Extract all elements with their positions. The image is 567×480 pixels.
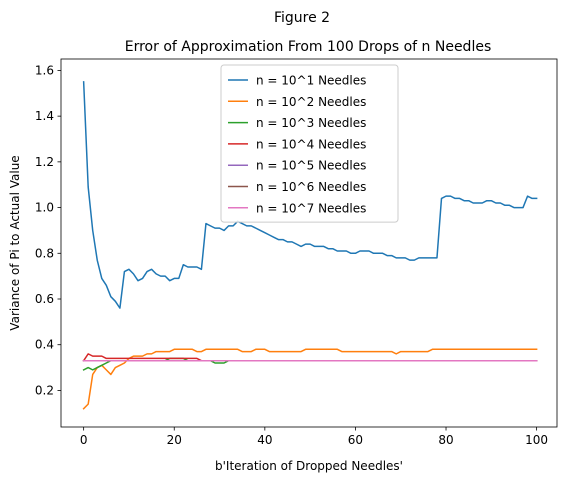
y-tick-label: 0.6: [35, 292, 54, 306]
plot-area: [82, 81, 538, 410]
axes-frame: [60, 58, 558, 428]
legend: n = 10^1 Needles n = 10^2 Needles n = 10^3…: [220, 64, 399, 223]
y-tick-label: 0.2: [35, 383, 54, 397]
legend-entry-3: n = 10^3 Needles: [256, 116, 366, 130]
legend-entry-1: n = 10^1 Needles: [256, 74, 366, 88]
x-tick-label: 20: [167, 433, 182, 447]
series-line-1: [82, 81, 538, 309]
axis-ticks: 0 20 40 60 80 100 0.2 0.4 0.6 0.8 1.0 1.2 1.4 1.6: [35, 63, 548, 447]
y-axis-label: Variance of Pi to Actual Value: [8, 155, 22, 330]
x-tick-label: 60: [348, 433, 363, 447]
y-tick-label: 1.2: [35, 155, 54, 169]
legend-entry-4: n = 10^4 Needles: [256, 137, 366, 151]
legend-box: [220, 64, 399, 223]
y-tick-label: 1.4: [35, 109, 54, 123]
y-tick-label: 1.6: [35, 63, 54, 77]
y-tick-label: 1.0: [35, 201, 54, 215]
x-axis-label: b'Iteration of Dropped Needles': [215, 459, 403, 473]
x-tick-label: 100: [525, 433, 548, 447]
figure-suptitle: Figure 2: [274, 10, 330, 26]
chart-title: Error of Approximation From 100 Drops of…: [125, 39, 492, 55]
legend-entry-7: n = 10^7 Needles: [256, 201, 366, 215]
legend-entry-6: n = 10^6 Needles: [256, 180, 366, 194]
x-tick-label: 0: [80, 433, 88, 447]
x-tick-label: 80: [438, 433, 453, 447]
legend-entry-2: n = 10^2 Needles: [256, 95, 366, 109]
legend-entry-5: n = 10^5 Needles: [256, 159, 366, 173]
x-tick-label: 40: [257, 433, 272, 447]
y-tick-label: 0.8: [35, 246, 54, 260]
series-line-2: [82, 348, 538, 410]
y-tick-label: 0.4: [35, 338, 54, 352]
